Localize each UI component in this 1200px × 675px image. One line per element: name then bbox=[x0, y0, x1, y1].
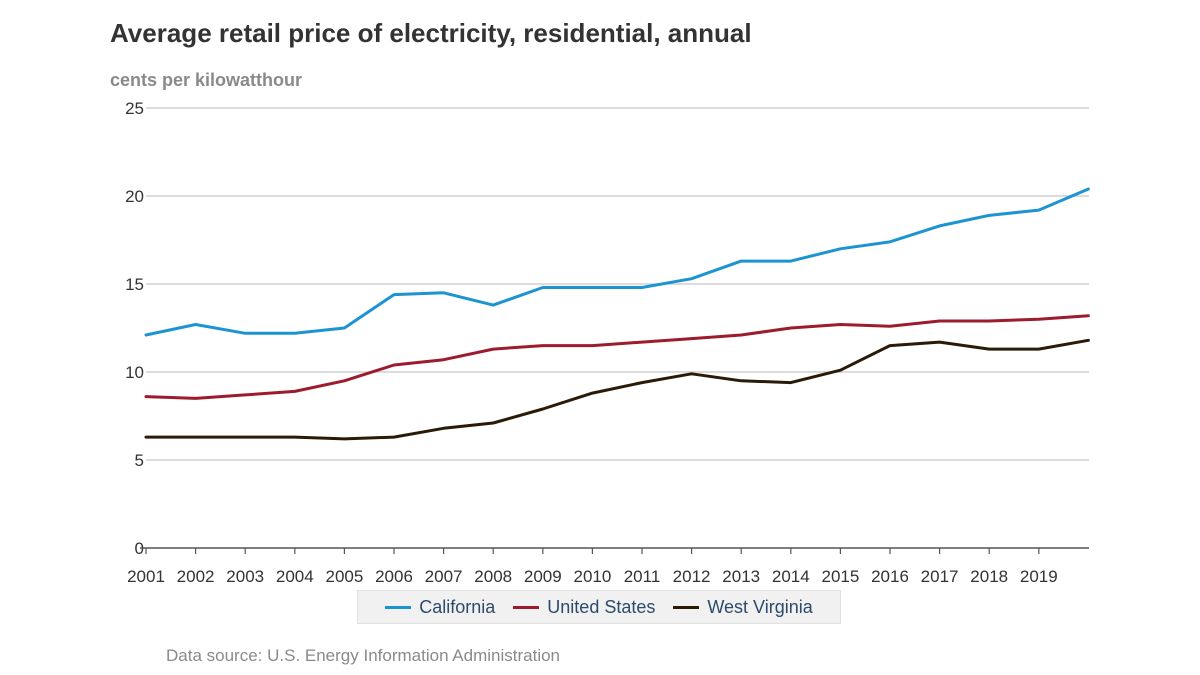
legend-swatch bbox=[673, 605, 700, 609]
y-tick-label: 10 bbox=[125, 363, 144, 382]
y-tick-label: 20 bbox=[125, 187, 144, 206]
x-tick-label: 2014 bbox=[772, 567, 810, 586]
y-tick-label: 0 bbox=[135, 539, 144, 558]
x-tick-label: 2013 bbox=[722, 567, 760, 586]
x-tick-label: 2007 bbox=[425, 567, 463, 586]
x-tick-label: 2008 bbox=[474, 567, 512, 586]
x-tick-label: 2011 bbox=[624, 567, 661, 586]
legend-swatch bbox=[513, 605, 540, 609]
y-axis-label: cents per kilowatthour bbox=[110, 70, 302, 90]
x-tick-label: 2015 bbox=[821, 567, 859, 586]
x-tick-label: 2016 bbox=[871, 567, 909, 586]
source-note: Data source: U.S. Energy Information Adm… bbox=[166, 646, 561, 665]
legend-label: California bbox=[419, 596, 496, 617]
x-tick-label: 2019 bbox=[1020, 567, 1058, 586]
series-line-united-states bbox=[144, 314, 1090, 400]
series-line-california bbox=[144, 187, 1090, 337]
x-tick-label: 2005 bbox=[325, 567, 363, 586]
legend-swatch bbox=[385, 605, 412, 609]
x-tick-label: 2012 bbox=[673, 567, 711, 586]
x-tick-label: 2010 bbox=[573, 567, 611, 586]
legend-item: California bbox=[385, 597, 495, 618]
y-tick-label: 15 bbox=[125, 275, 144, 294]
x-tick-label: 2018 bbox=[970, 567, 1008, 586]
x-tick-label: 2006 bbox=[375, 567, 413, 586]
y-tick-label: 5 bbox=[135, 451, 144, 470]
x-tick-label: 2017 bbox=[921, 567, 959, 586]
x-tick-label: 2002 bbox=[177, 567, 215, 586]
x-tick-label: 2001 bbox=[127, 567, 165, 586]
x-tick-label: 2009 bbox=[524, 567, 562, 586]
y-tick-label: 25 bbox=[125, 99, 144, 118]
legend-label: West Virginia bbox=[707, 596, 813, 617]
legend-item: West Virginia bbox=[673, 596, 813, 618]
chart-title: Average retail price of electricity, res… bbox=[110, 18, 752, 48]
x-tick-label: 2003 bbox=[226, 567, 264, 586]
legend: California United States West Virginia bbox=[357, 590, 841, 624]
legend-label: United States bbox=[547, 596, 656, 617]
legend-item: United States bbox=[513, 597, 655, 618]
x-tick-label: 2004 bbox=[276, 567, 314, 586]
series-line-west-virginia bbox=[144, 338, 1090, 441]
